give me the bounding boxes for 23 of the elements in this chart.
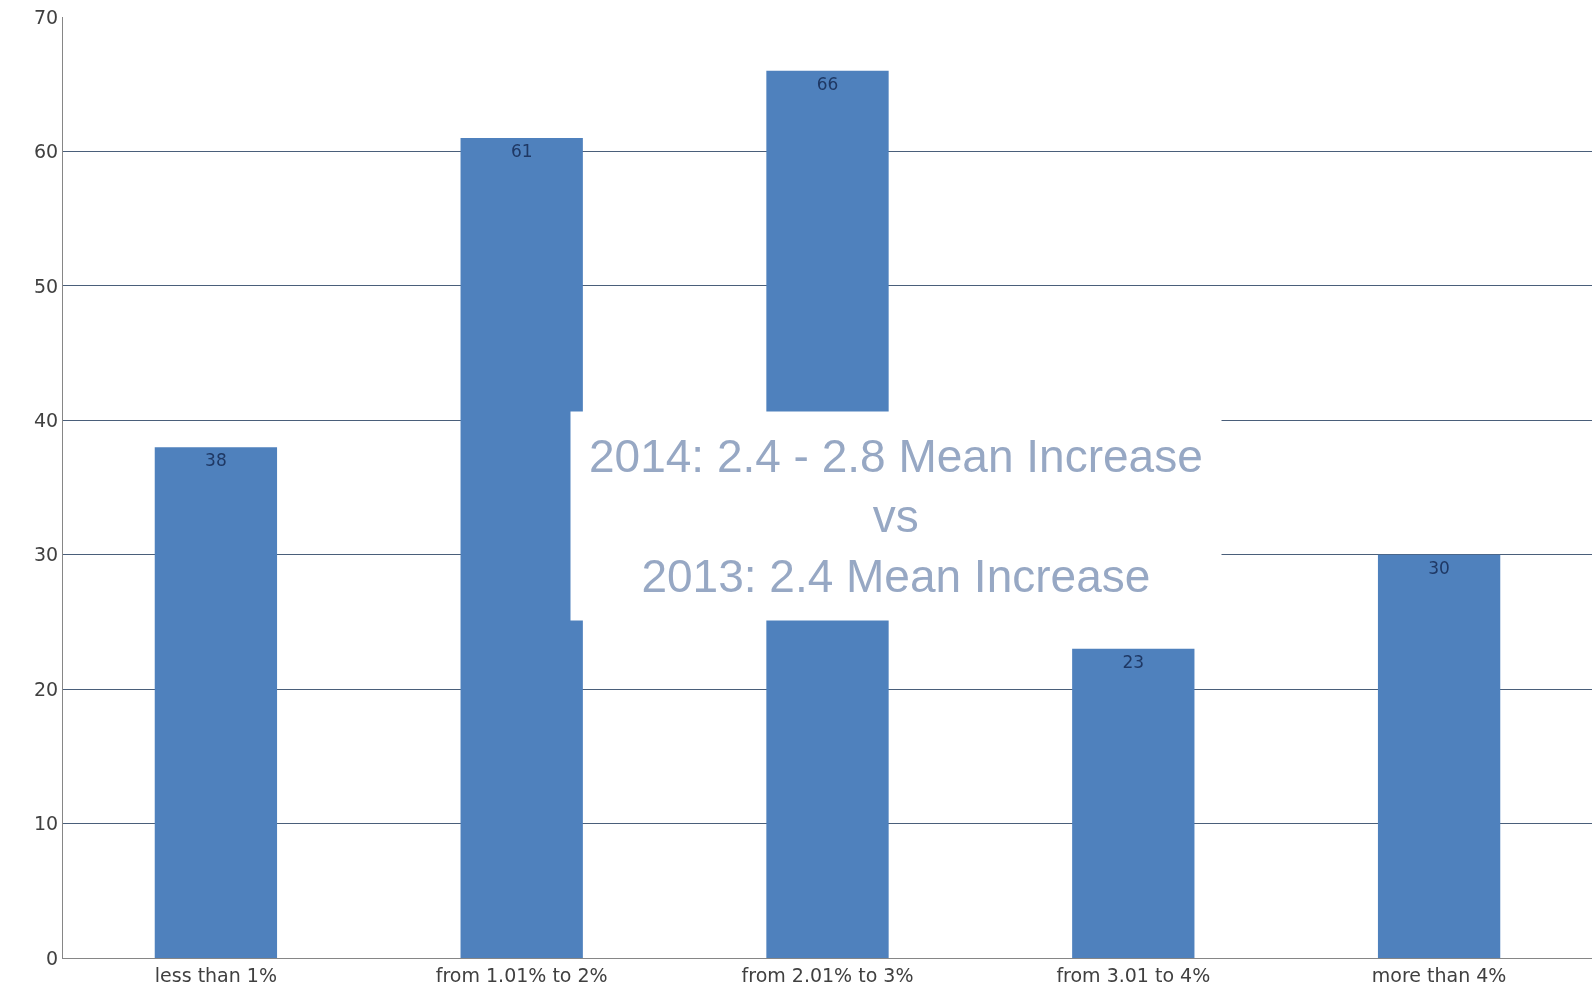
bar <box>1072 648 1195 958</box>
bar <box>154 447 278 958</box>
data-label: 38 <box>205 450 227 471</box>
y-tick-label: 60 <box>34 140 59 163</box>
data-label: 23 <box>1122 651 1145 672</box>
y-tick-label: 30 <box>34 543 59 566</box>
x-tick-label: less than 1% <box>154 963 277 986</box>
bar <box>460 137 583 958</box>
y-tick-label: 20 <box>34 677 59 700</box>
bar <box>1377 554 1501 958</box>
y-tick-label: 10 <box>34 812 59 835</box>
x-tick-label: from 3.01 to 4% <box>1056 963 1211 986</box>
data-label: 30 <box>1428 557 1450 578</box>
x-tick-label: from 1.01% to 2% <box>435 963 608 986</box>
data-label: 66 <box>816 73 839 94</box>
annotation: 2014: 2.4 - 2.8 Mean Increase vs 2013: 2.4 Mean Increase <box>589 430 1203 602</box>
y-tick-label: 0 <box>46 946 59 969</box>
y-tick-label: 40 <box>34 408 59 431</box>
y-tick-label: 70 <box>34 5 59 28</box>
data-label: 61 <box>510 140 533 161</box>
y-tick-label: 50 <box>34 274 59 297</box>
x-tick-label: from 2.01% to 3% <box>741 963 914 986</box>
x-tick-label: more than 4% <box>1371 963 1507 986</box>
